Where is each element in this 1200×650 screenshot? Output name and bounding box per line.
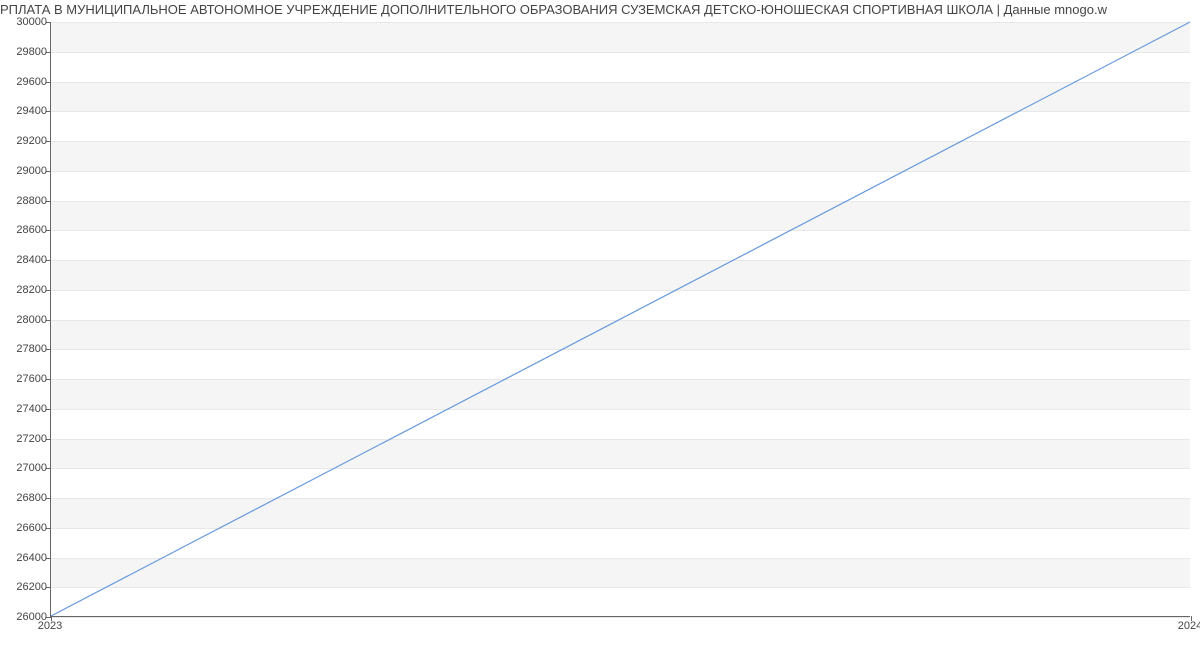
y-tick-label: 27600 <box>3 373 47 385</box>
y-tick-label: 29200 <box>3 135 47 147</box>
y-tick-label: 26400 <box>3 552 47 564</box>
grid-line <box>51 617 1190 618</box>
y-tick-label: 29800 <box>3 46 47 58</box>
plot-area <box>50 22 1190 617</box>
y-tick-label: 26800 <box>3 492 47 504</box>
y-tick-label: 30000 <box>3 16 47 28</box>
y-tick-label: 27200 <box>3 433 47 445</box>
chart-title: РПЛАТА В МУНИЦИПАЛЬНОЕ АВТОНОМНОЕ УЧРЕЖД… <box>0 2 1200 17</box>
y-tick-label: 27400 <box>3 403 47 415</box>
y-tick-label: 29400 <box>3 105 47 117</box>
y-tick-label: 26200 <box>3 581 47 593</box>
data-line <box>51 22 1190 616</box>
y-tick-label: 28000 <box>3 314 47 326</box>
y-tick-label: 27000 <box>3 462 47 474</box>
chart-container: РПЛАТА В МУНИЦИПАЛЬНОЕ АВТОНОМНОЕ УЧРЕЖД… <box>0 0 1200 650</box>
y-tick-label: 28400 <box>3 254 47 266</box>
y-tick-label: 28600 <box>3 224 47 236</box>
x-tick-label: 2024 <box>1178 620 1200 632</box>
line-chart-svg <box>51 22 1190 616</box>
y-tick-label: 28800 <box>3 195 47 207</box>
y-tick-label: 27800 <box>3 343 47 355</box>
y-tick-label: 28200 <box>3 284 47 296</box>
y-tick-label: 29600 <box>3 76 47 88</box>
y-tick-label: 29000 <box>3 165 47 177</box>
x-tick-label: 2023 <box>38 620 62 632</box>
y-tick-label: 26600 <box>3 522 47 534</box>
